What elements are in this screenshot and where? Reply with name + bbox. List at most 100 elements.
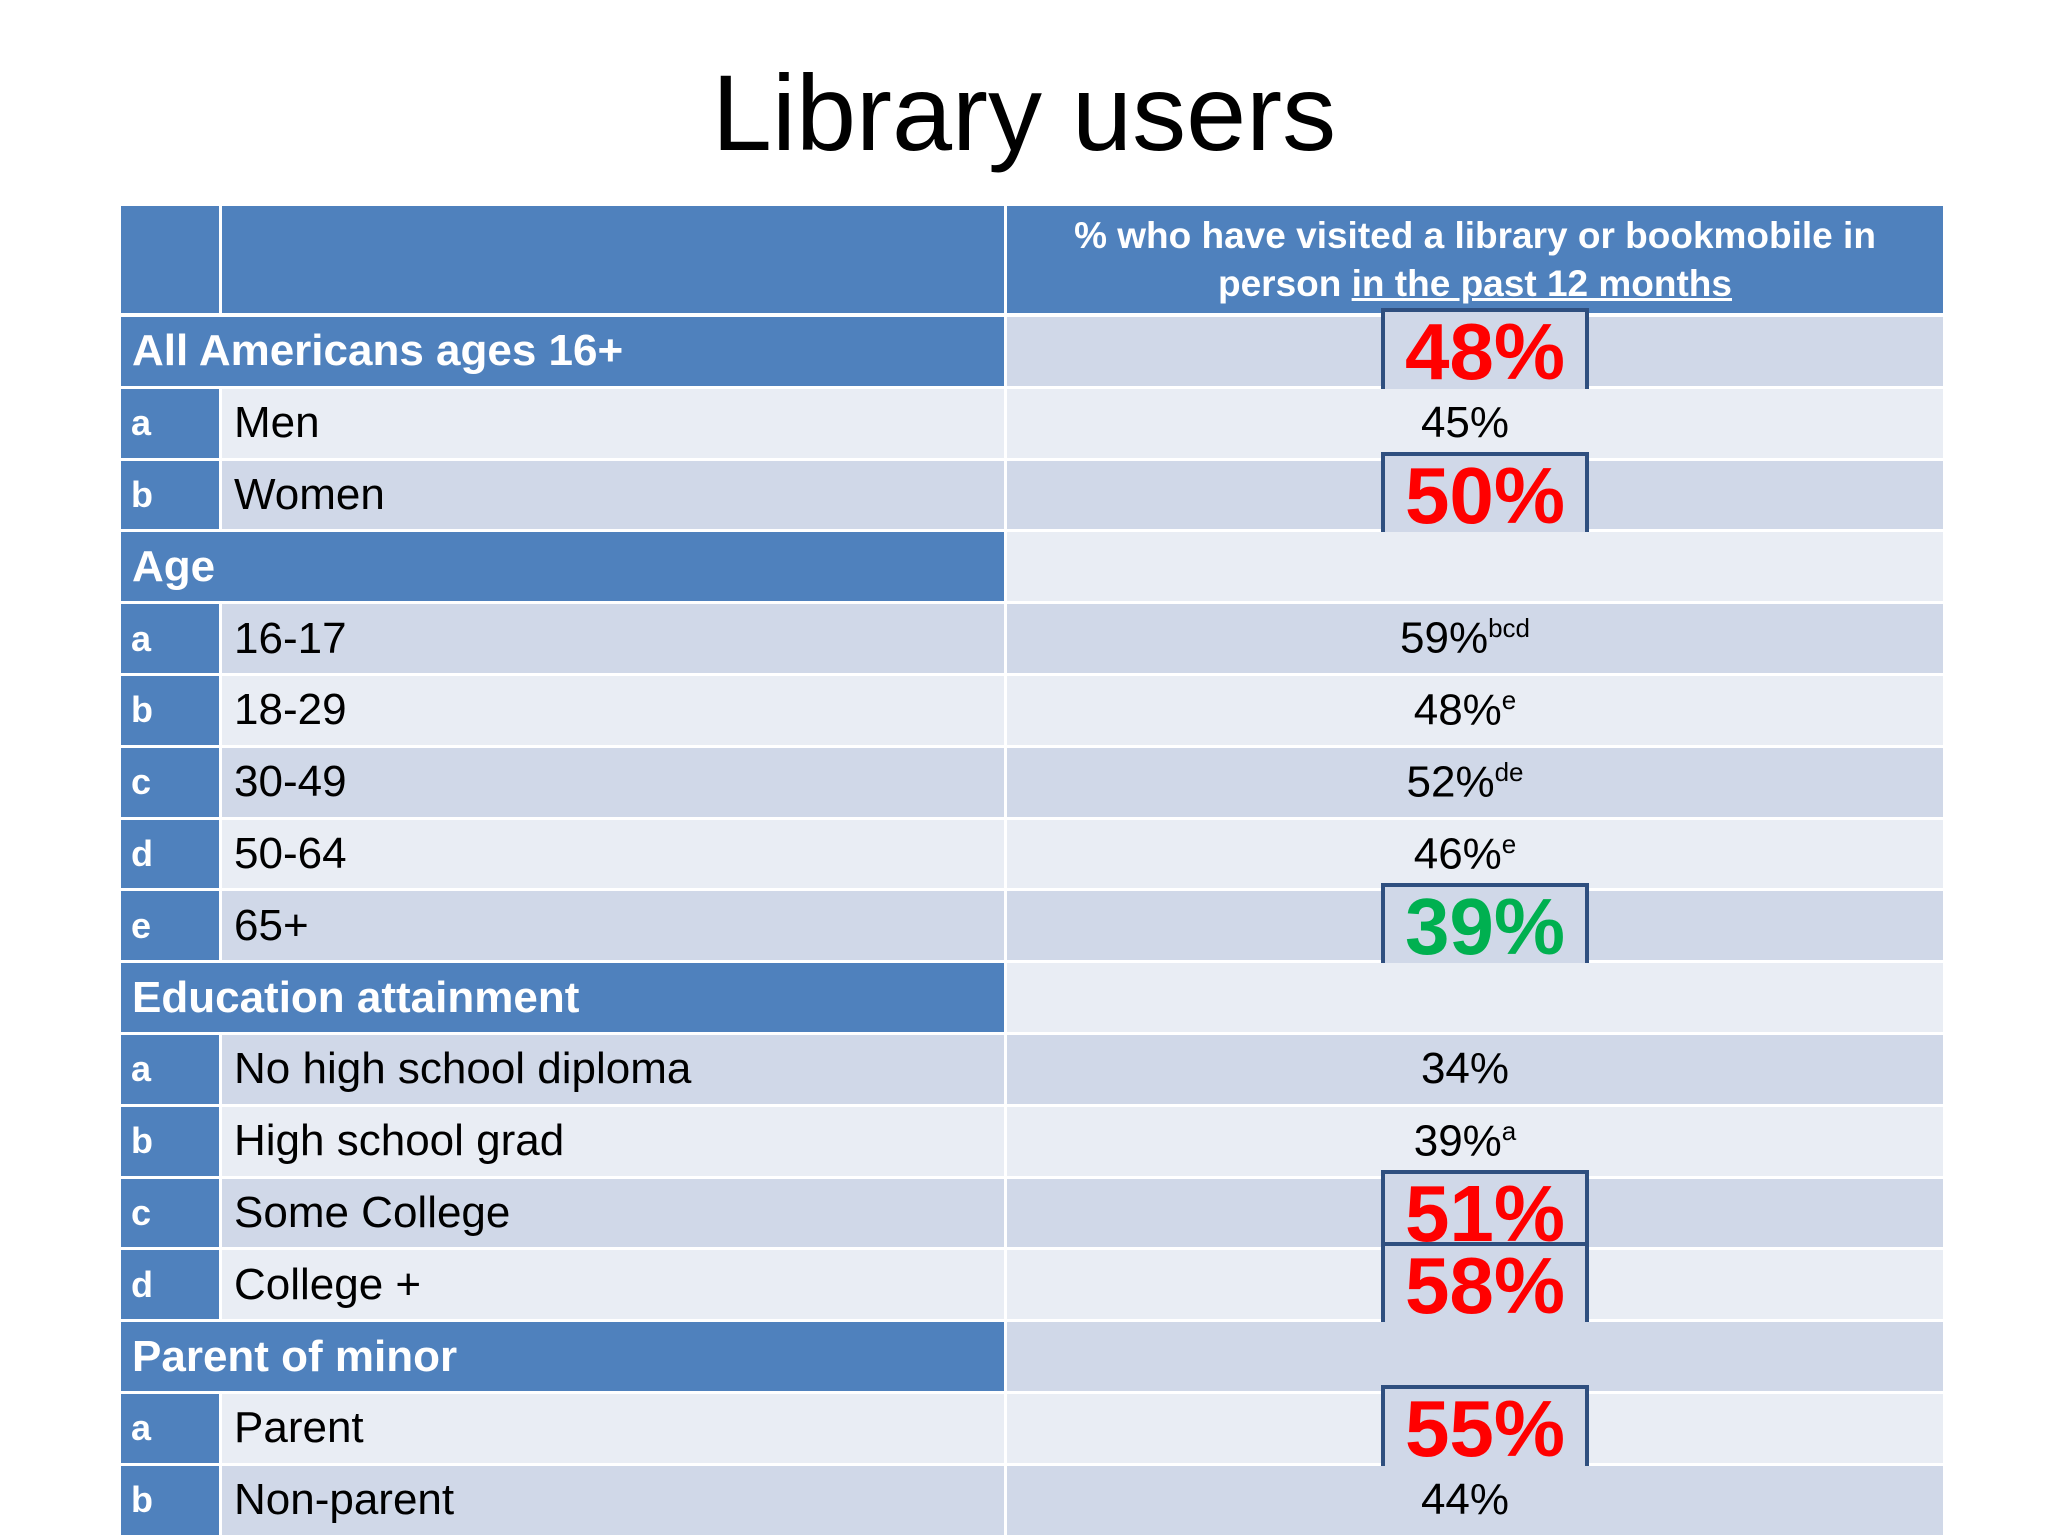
value-cell: 44% [1007,1465,1943,1535]
letter-cell: a [121,1394,219,1463]
value-cell: 39%a [1007,1106,1943,1176]
value-cell [1007,532,1943,602]
row-label: 16-17 [234,613,347,663]
value-note: de [1494,756,1524,787]
section-label: Parent of minor [121,1322,1004,1391]
label-cell: Women [222,460,1004,530]
label-cell: College + [222,1250,1004,1320]
row-letter: b [131,689,153,731]
letter-cell: d [121,1250,219,1320]
header-cell: % who have visited a library or bookmobi… [1007,206,1943,313]
value-cell: 46%e [1007,819,1943,889]
letter-cell: b [121,676,219,745]
value-cell [1007,1322,1943,1391]
letter-cell: e [121,891,219,961]
value: 48% [1413,685,1502,735]
row-letter: b [131,473,153,515]
row-letter: a [131,402,152,444]
highlight-box: 48% [1381,308,1589,397]
highlight-value: 50% [1404,452,1566,540]
header-cell [121,206,219,313]
letter-cell: d [121,819,219,889]
value-text: 59%bcd [1400,613,1530,664]
letter-cell: c [121,1178,219,1248]
highlight-box: 55% [1381,1385,1589,1474]
label-cell: Non-parent [222,1465,1004,1535]
label-cell: Some College [222,1178,1004,1248]
value-text: 46%e [1414,829,1517,880]
row-label: 18-29 [234,685,347,735]
label-cell: 50-64 [222,819,1004,889]
value: 44% [1420,1475,1510,1525]
row-letter: e [131,904,152,946]
label-cell: High school grad [222,1106,1004,1176]
row-label: College + [234,1259,422,1309]
row-letter: b [131,1479,153,1521]
value-text: 52%de [1407,757,1524,808]
section-text: Parent of minor [132,1331,458,1381]
highlight-value: 39% [1404,882,1566,971]
row-letter: d [131,832,153,874]
slide-title: Library users [711,52,1337,173]
label-cell: 18-29 [222,676,1004,745]
row-label: 65+ [234,900,309,950]
value-text: 44% [1421,1475,1509,1525]
value-cell: 52%de [1007,747,1943,817]
section-label: Age [121,532,1004,602]
highlight-value: 55% [1404,1385,1566,1474]
label-cell: 65+ [222,891,1004,961]
letter-cell: b [121,460,219,530]
header-cell [222,206,1004,313]
highlight-value: 48% [1404,308,1566,397]
row-letter: b [131,1120,153,1162]
value-text: 39%a [1414,1116,1517,1167]
row-letter: c [131,761,152,803]
value-text: 48%e [1414,685,1517,736]
letter-cell: b [121,1465,219,1535]
highlight-box: 58% [1381,1241,1589,1330]
highlight-value: 58% [1404,1241,1566,1330]
header-text-plain: % who have visited a library or bookmobi… [1074,214,1876,304]
row-letter: c [131,1191,152,1233]
highlight-value: 51% [1404,1170,1566,1258]
value: 45% [1420,398,1510,448]
value-note: a [1501,1115,1517,1146]
section-label: All Americans ages 16+ [121,317,1004,386]
letter-cell: b [121,1106,219,1176]
row-letter: a [131,1048,152,1090]
value: 39% [1413,1116,1502,1166]
label-cell: 16-17 [222,604,1004,673]
section-text: Age [132,541,216,591]
highlight-box: 39% [1381,882,1589,971]
value-text: 45% [1421,398,1509,448]
value: 59% [1400,613,1489,663]
row-letter: d [131,1263,153,1305]
value-note: bcd [1488,613,1530,644]
highlight-box: 50% [1381,452,1589,540]
value-note: e [1501,685,1517,716]
value-note: e [1501,828,1517,859]
row-label: Women [234,469,385,519]
row-label: Non-parent [234,1475,455,1525]
row-letter: a [131,1407,152,1449]
label-cell: 30-49 [222,747,1004,817]
value: 52% [1406,757,1495,807]
section-text: All Americans ages 16+ [132,326,624,376]
letter-cell: a [121,604,219,673]
section-text: Education attainment [132,972,580,1022]
label-cell: Men [222,388,1004,458]
row-label: Men [234,398,320,448]
header-text-underlined: in the past 12 months [1351,262,1732,304]
row-label: No high school diploma [234,1044,692,1094]
value-cell: 48%e [1007,676,1943,745]
value: 46% [1413,829,1502,879]
row-label: 50-64 [234,828,347,878]
value-cell: 34% [1007,1035,1943,1104]
letter-cell: a [121,1035,219,1104]
label-cell: Parent [222,1394,1004,1463]
value: 34% [1420,1044,1510,1094]
letter-cell: a [121,388,219,458]
header-text: % who have visited a library or bookmobi… [1027,212,1923,308]
label-cell: No high school diploma [222,1035,1004,1104]
